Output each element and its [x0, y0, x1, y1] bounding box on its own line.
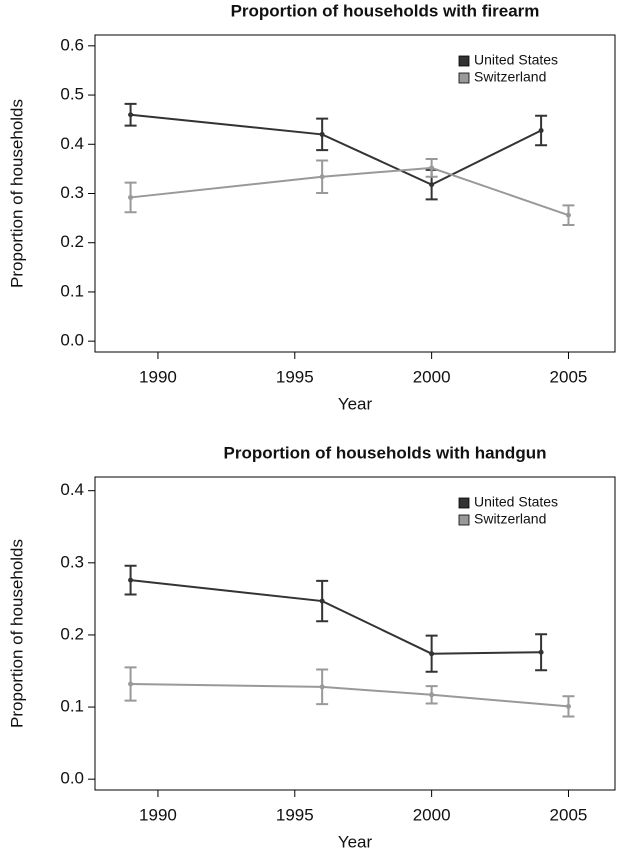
- y-tick-label: 0.6: [60, 35, 84, 54]
- legend-label: United States: [474, 494, 558, 510]
- data-point: [538, 127, 544, 133]
- data-point: [565, 703, 571, 709]
- series-line: [130, 579, 542, 655]
- y-tick-label: 0.2: [60, 624, 84, 643]
- data-point: [538, 649, 544, 655]
- x-tick-label: 2005: [550, 367, 588, 386]
- series-line: [130, 166, 569, 217]
- y-tick-label: 0.1: [60, 281, 84, 300]
- x-axis-label: Year: [338, 394, 373, 413]
- y-tick-label: 0.5: [60, 85, 84, 104]
- y-tick-label: 0.3: [60, 552, 84, 571]
- y-tick-label: 0.1: [60, 697, 84, 716]
- legend-label: Switzerland: [474, 511, 546, 527]
- legend-label: Switzerland: [474, 69, 546, 85]
- data-point: [429, 182, 435, 188]
- data-point: [429, 651, 435, 657]
- chart-title: Proportion of households with handgun: [224, 443, 547, 462]
- y-axis-label: Proportion of households: [7, 539, 26, 728]
- data-point: [429, 165, 435, 171]
- y-tick-label: 0.0: [60, 769, 84, 788]
- x-tick-label: 2005: [550, 805, 588, 824]
- data-point: [128, 112, 134, 118]
- chart-title: Proportion of households with firearm: [231, 1, 540, 20]
- data-point: [319, 684, 325, 690]
- data-point: [429, 692, 435, 698]
- y-tick-label: 0.0: [60, 331, 84, 350]
- series-line: [130, 682, 569, 708]
- y-tick-label: 0.4: [60, 134, 84, 153]
- data-point: [128, 577, 134, 583]
- x-tick-label: 1995: [276, 805, 314, 824]
- legend-swatch: [458, 55, 470, 67]
- data-point: [319, 174, 325, 180]
- y-tick-label: 0.4: [60, 480, 84, 499]
- x-tick-label: 2000: [413, 367, 451, 386]
- x-tick-label: 2000: [413, 805, 451, 824]
- data-point: [565, 212, 571, 218]
- data-point: [128, 194, 134, 200]
- series-line: [130, 113, 542, 186]
- data-point: [319, 131, 325, 137]
- y-axis-label: Proportion of households: [7, 99, 26, 288]
- plot-frame: [94, 476, 616, 791]
- legend-swatch: [458, 514, 470, 526]
- x-tick-label: 1995: [276, 367, 314, 386]
- x-tick-label: 1990: [139, 805, 177, 824]
- legend-swatch: [458, 497, 470, 509]
- y-tick-label: 0.2: [60, 232, 84, 251]
- y-tick-label: 0.3: [60, 183, 84, 202]
- legend-swatch: [458, 72, 470, 84]
- data-point: [128, 681, 134, 687]
- x-axis-label: Year: [338, 832, 373, 851]
- data-point: [319, 598, 325, 604]
- legend-label: United States: [474, 52, 558, 68]
- x-tick-label: 1990: [139, 367, 177, 386]
